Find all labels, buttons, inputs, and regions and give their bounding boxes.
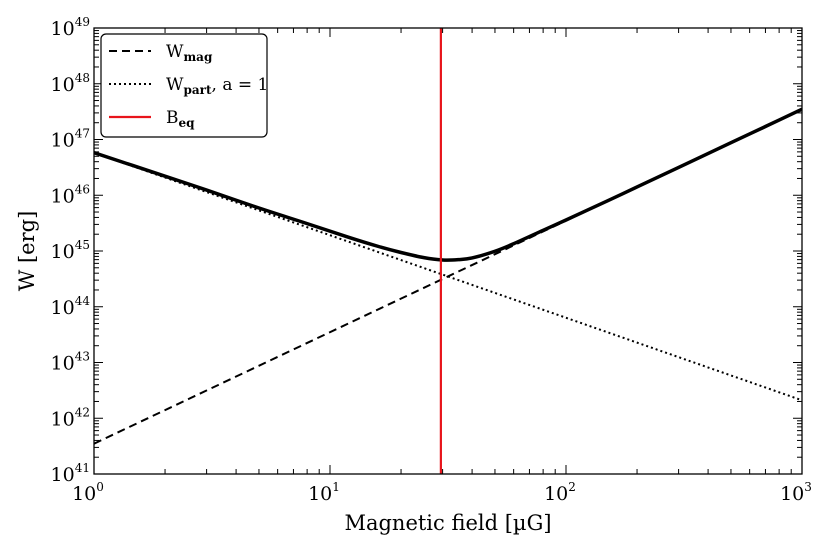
y-tick-base: 10 <box>51 185 75 207</box>
y-axis-title: W [erg] <box>15 211 39 292</box>
y-tick-exp: 49 <box>75 15 90 29</box>
y-tick-exp: 43 <box>75 350 90 364</box>
y-tick-label: 1042 <box>51 405 90 430</box>
y-tick-label: 1045 <box>51 238 90 263</box>
x-tick-exp: 1 <box>332 480 340 494</box>
y-tick-label: 1043 <box>51 350 90 375</box>
y-tick-base: 10 <box>51 18 75 40</box>
y-tick-exp: 46 <box>75 182 90 196</box>
legend-box <box>100 33 268 138</box>
y-tick-base: 10 <box>51 297 75 319</box>
x-tick-label: 101 <box>308 480 340 505</box>
series-line-solid-thick <box>94 107 802 262</box>
legend-label-extra: , a = 1 <box>212 75 269 95</box>
y-tick-base: 10 <box>51 353 75 375</box>
legend-label-main: B <box>166 108 179 128</box>
y-tick-exp: 42 <box>75 405 90 419</box>
x-tick-label: 102 <box>544 480 576 505</box>
y-tick-base: 10 <box>51 464 75 486</box>
y-tick-exp: 48 <box>75 71 90 85</box>
y-tick-base: 10 <box>51 130 75 152</box>
y-tick-base: 10 <box>51 74 75 96</box>
y-tick-label: 1046 <box>51 182 90 207</box>
x-tick-base: 10 <box>544 483 568 505</box>
x-tick-label: 100 <box>72 480 104 505</box>
x-tick-base: 10 <box>308 483 332 505</box>
x-tick-base: 10 <box>780 483 804 505</box>
series-line-dotted <box>94 151 802 402</box>
x-tick-exp: 0 <box>96 480 104 494</box>
y-tick-exp: 41 <box>75 461 90 475</box>
y-tick-base: 10 <box>51 241 75 263</box>
legend-label-sub: mag <box>183 50 212 64</box>
x-tick-exp: 3 <box>804 480 812 494</box>
y-tick-label: 1041 <box>51 461 90 486</box>
y-tick-base: 10 <box>51 408 75 430</box>
legend-label-main: W <box>166 75 184 95</box>
x-tick-base: 10 <box>72 483 96 505</box>
legend-label-sub: eq <box>179 116 196 130</box>
y-tick-exp: 47 <box>75 127 90 141</box>
y-tick-label: 1048 <box>51 71 90 96</box>
legend-entry-label: Wpart, a = 1 <box>166 75 268 97</box>
y-tick-label: 1044 <box>51 294 91 319</box>
y-tick-exp: 45 <box>75 238 90 252</box>
axes: 100 101 102 1031041104210431044104510461047… <box>51 15 812 505</box>
legend-label-sub: part <box>183 83 211 97</box>
legend-entry-label: Wmag <box>166 42 213 64</box>
x-tick-exp: 2 <box>568 480 576 494</box>
x-tick-label: 103 <box>780 480 812 505</box>
y-tick-label: 1049 <box>51 15 90 40</box>
legend-entry-label: Beq <box>166 108 195 130</box>
y-tick-label: 1047 <box>51 127 90 152</box>
series-group <box>94 28 802 474</box>
y-tick-exp: 44 <box>75 294 91 308</box>
x-axis-title: Magnetic field [µG] <box>344 511 551 535</box>
legend-label-main: W <box>166 42 184 62</box>
plot-area <box>94 28 802 474</box>
